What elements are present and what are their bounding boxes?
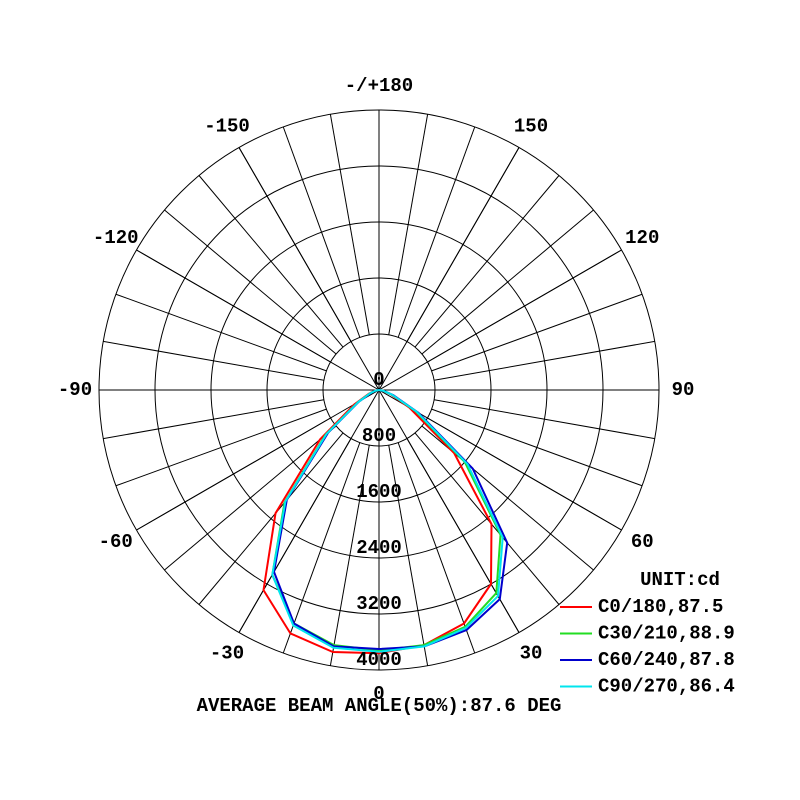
- angle-axis: [238, 147, 380, 391]
- theta-tick-label: 90: [672, 379, 695, 401]
- theta-tick-label: 150: [514, 116, 548, 138]
- legend-label: C30/210,88.9: [598, 623, 735, 645]
- r-tick-label: 2400: [356, 537, 402, 559]
- angle-axis: [136, 249, 380, 391]
- r-tick-label: 800: [362, 425, 396, 447]
- r-tick-label: 3200: [356, 593, 402, 615]
- angle-axis: [378, 147, 520, 391]
- r-tick-label: 1600: [356, 481, 402, 503]
- theta-tick-label: -/+180: [345, 75, 413, 97]
- theta-tick-label: 0: [373, 683, 384, 705]
- theta-tick-label: 60: [631, 531, 654, 553]
- theta-tick-label: -90: [58, 379, 92, 401]
- theta-tick-label: -60: [99, 531, 133, 553]
- theta-tick-label: -30: [210, 642, 244, 664]
- intensity-curve: [271, 389, 504, 653]
- theta-tick-label: 30: [520, 642, 543, 664]
- theta-tick-label: 120: [625, 227, 659, 249]
- theta-tick-label: -150: [204, 116, 250, 138]
- angle-axis: [136, 389, 380, 531]
- unit-label: UNIT:cd: [640, 569, 720, 591]
- legend-label: C90/270,86.4: [598, 676, 735, 698]
- r-tick-label: 0: [373, 369, 384, 391]
- legend-label: C0/180,87.5: [598, 596, 723, 618]
- chart-title: AVERAGE BEAM ANGLE(50%):87.6 DEG: [197, 695, 562, 717]
- angle-axis: [238, 389, 380, 633]
- legend-label: C60/240,87.8: [598, 649, 735, 671]
- r-tick-label: 4000: [356, 649, 402, 671]
- theta-tick-label: -120: [93, 227, 139, 249]
- angle-axis: [378, 249, 622, 391]
